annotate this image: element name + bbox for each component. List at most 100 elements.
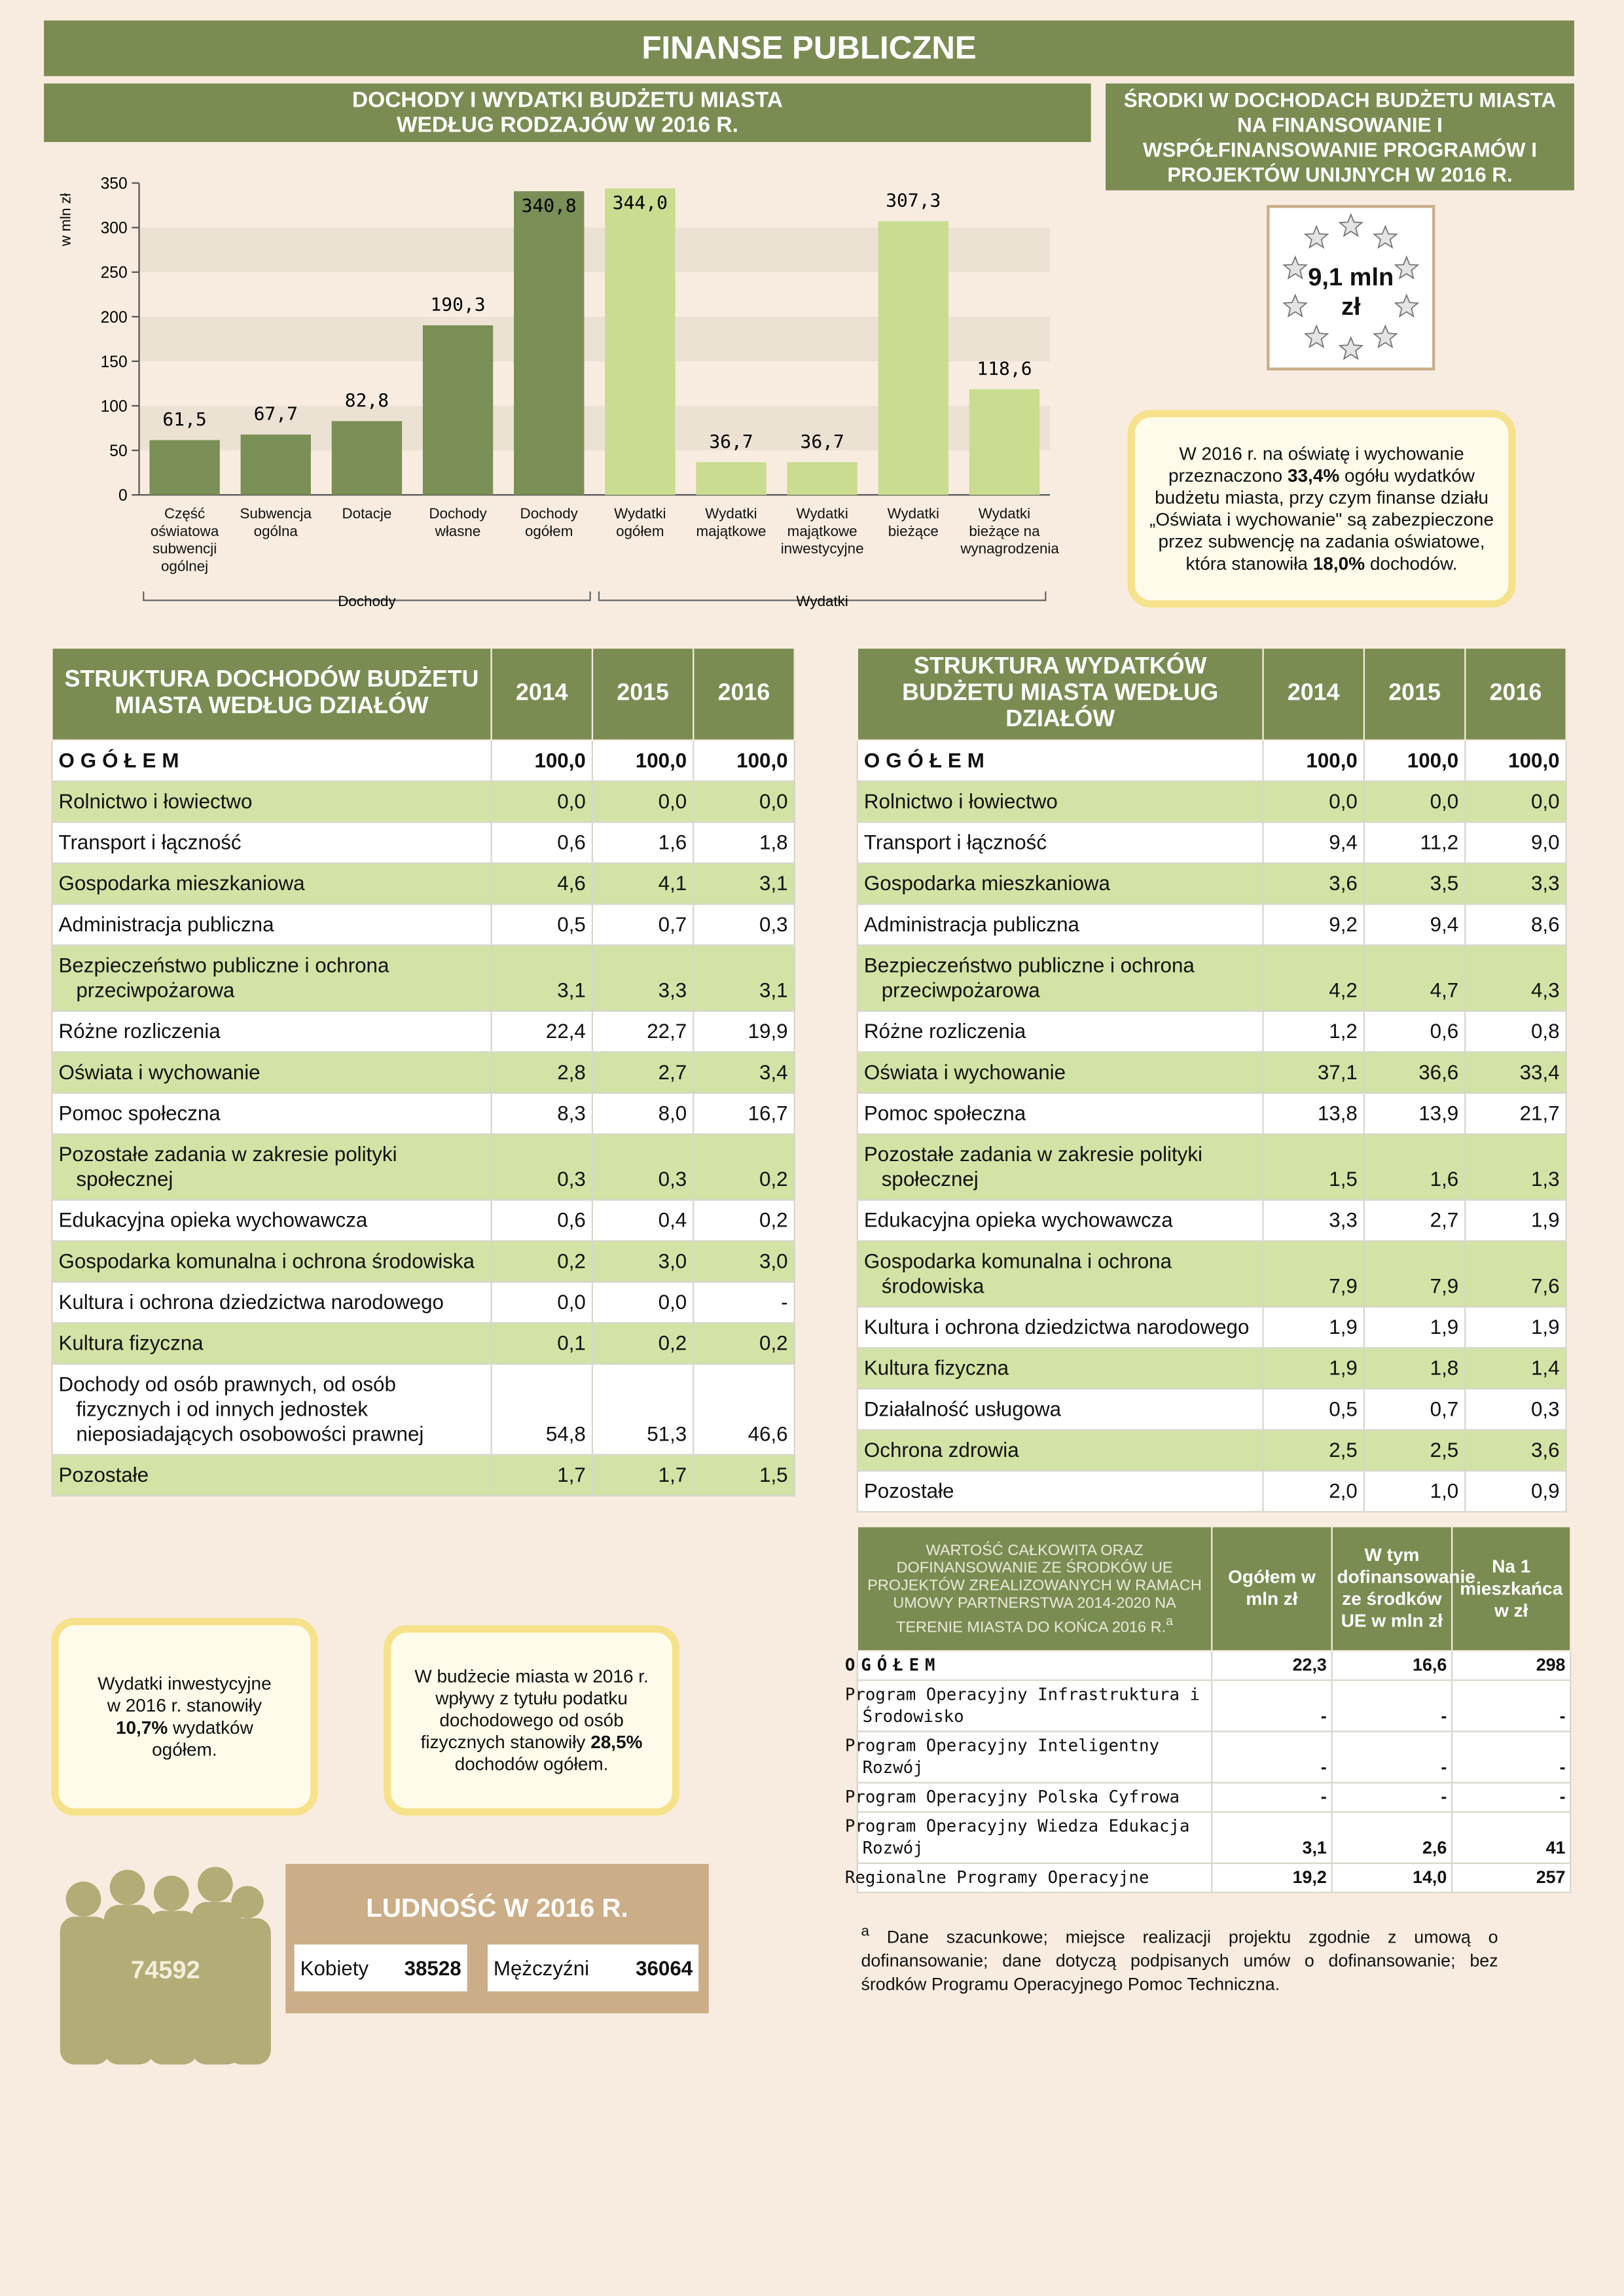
chart-area: 0 50 100 150 200 250 300 350 w mln zł 61,5 67,7 82,… <box>44 147 1098 630</box>
value-label: 344,0 <box>613 192 668 213</box>
table-row: Różne rozliczenia 22,4 22,7 19,9 <box>51 1010 795 1053</box>
value-cell: 3,1 <box>693 862 795 905</box>
star <box>1303 324 1329 349</box>
value-cell: 100,0 <box>591 739 695 782</box>
label-cell: Gospodarka mieszkaniowa <box>856 862 1264 905</box>
table-row: Transport i łączność 9,4 11,2 9,0 <box>856 821 1567 864</box>
table-row: Pomoc społeczna 8,3 8,0 16,7 <box>51 1092 795 1135</box>
label-cell: Różne rozliczenia <box>51 1010 492 1053</box>
callout-text: Wydatki inwestycyjne w 2016 r. stanowiły… <box>94 1673 275 1761</box>
table-row: Regionalne Programy Operacyjne 19,2 14,0 25… <box>845 1862 1572 1893</box>
table-row: Program Operacyjny Polska Cyfrowa - - - <box>845 1782 1572 1813</box>
footnote-mark: a <box>861 1924 869 1941</box>
table-row: Dochody od osób prawnych, od osób fizycz… <box>51 1363 795 1456</box>
population-total: 74592 <box>131 1956 200 1984</box>
value-cell: 8,0 <box>591 1092 695 1135</box>
x-tick-label: Subwencja ogólna <box>240 507 312 541</box>
star <box>1338 213 1364 238</box>
value-cell: 1,9 <box>1363 1306 1466 1349</box>
value-cell: 36,6 <box>1363 1051 1466 1094</box>
value-cell: 0,6 <box>1363 1010 1466 1053</box>
bar <box>969 389 1040 495</box>
bar <box>878 221 949 495</box>
value-cell: 100,0 <box>490 739 594 782</box>
star <box>1282 255 1308 280</box>
value-cell: 3,0 <box>693 1240 795 1283</box>
people-icon: 74592 <box>60 1867 271 2065</box>
value-cell: 1,8 <box>693 821 795 864</box>
y-tick-label: 200 <box>101 309 128 327</box>
value-cell: 11,2 <box>1363 821 1466 864</box>
value-cell: 1,9 <box>1464 1306 1567 1349</box>
x-tick-label: Wydatki bieżące <box>887 507 939 541</box>
label-cell: Pomoc społeczna <box>856 1092 1264 1135</box>
callout-segment: wydatków ogółem. <box>152 1717 253 1759</box>
table-row: Oświata i wychowanie 2,8 2,7 3,4 <box>51 1051 795 1094</box>
value-cell: 0,4 <box>591 1199 695 1242</box>
header-row: WARTOŚĆ CAŁKOWITA ORAZ DOFINANSOWANIE ZE… <box>856 1526 1572 1652</box>
value-cell: 9,2 <box>1262 903 1365 946</box>
table-row: Kultura fizyczna 0,1 0,2 0,2 <box>51 1322 795 1365</box>
header-cell: 2014 <box>1262 647 1365 741</box>
callout-text: W 2016 r. na oświatę i wychowanie przezn… <box>1147 443 1497 575</box>
value-cell: 0,5 <box>1262 1388 1365 1431</box>
table-row: Rolnictwo i łowiectwo 0,0 0,0 0,0 <box>51 780 795 823</box>
header-cell: 2015 <box>1363 647 1466 741</box>
table-row: Bezpieczeństwo publiczne i ochrona przec… <box>51 944 795 1012</box>
value-cell: 2,0 <box>1262 1470 1365 1513</box>
value-cell: 100,0 <box>693 739 795 782</box>
x-tick-label: Dotacje <box>342 507 392 523</box>
x-tick-label: Wydatki majątkowe inwestycyjne <box>780 507 864 558</box>
value-cell: 1,5 <box>1262 1133 1365 1201</box>
group-bracket <box>598 591 1047 601</box>
value-cell: 0,7 <box>591 903 695 946</box>
value-cell: 0,6 <box>490 821 594 864</box>
header-cell: STRUKTURA DOCHODÓW BUDŻETU MIASTA WEDŁUG… <box>51 647 492 741</box>
value-cell: - <box>1211 1782 1333 1813</box>
value-cell: 1,4 <box>1464 1347 1567 1390</box>
eu-funds-title: ŚRODKI W DOCHODACH BUDŻETU MIASTA NA FIN… <box>1106 83 1574 190</box>
value-cell: 0,6 <box>490 1199 594 1242</box>
table-row: OGÓŁEM 100,0 100,0 100,0 <box>51 739 795 782</box>
value-cell: 0,0 <box>1262 780 1365 823</box>
value-cell: - <box>1331 1782 1453 1813</box>
header-note: a <box>1166 1613 1174 1628</box>
value-cell: 3,3 <box>1262 1199 1365 1242</box>
label-cell: Pozostałe zadania w zakresie polityki sp… <box>856 1133 1264 1201</box>
value-cell: - <box>693 1281 795 1324</box>
star <box>1373 324 1398 349</box>
table-row: Gospodarka mieszkaniowa 3,6 3,5 3,3 <box>856 862 1567 905</box>
label-cell: Administracja publiczna <box>51 903 492 946</box>
value-cell: 8,6 <box>1464 903 1567 946</box>
table: STRUKTURA WYDATKÓW BUDŻETU MIASTA WEDŁUG… <box>856 647 1567 1513</box>
header-cell: Na 1 mieszkańca w zł <box>1451 1526 1572 1652</box>
value-cell: 0,3 <box>490 1133 594 1201</box>
label-cell: Kultura i ochrona dziedzictwa narodowego <box>856 1306 1264 1349</box>
women-label: Kobiety <box>300 1956 369 1980</box>
value-cell: 9,4 <box>1363 903 1466 946</box>
women-value: 38528 <box>404 1956 461 1980</box>
value-cell: 1,3 <box>1464 1133 1567 1201</box>
label-cell: Pozostałe <box>856 1470 1264 1513</box>
value-cell: 3,6 <box>1262 862 1365 905</box>
table-row: OGÓŁEM 100,0 100,0 100,0 <box>856 739 1567 782</box>
label-cell: Kultura fizyczna <box>51 1322 492 1365</box>
label-cell: Transport i łączność <box>856 821 1264 864</box>
value-cell: 1,6 <box>1363 1133 1466 1201</box>
group-label: Wydatki <box>796 593 848 609</box>
callout-segment: ogółu wydatków budżetu miasta, przy czym… <box>1149 465 1494 573</box>
callout-text: W budżecie miasta w 2016 r. wpływy z tyt… <box>412 1666 652 1776</box>
label-cell: Edukacyjna opieka wychowawcza <box>51 1199 492 1242</box>
table-row: Administracja publiczna 9,2 9,4 8,6 <box>856 903 1567 946</box>
value-cell: 0,8 <box>1464 1010 1567 1053</box>
label-cell: Administracja publiczna <box>856 903 1264 946</box>
value-cell: 16,7 <box>693 1092 795 1135</box>
label-cell: Edukacyjna opieka wychowawcza <box>856 1199 1264 1242</box>
x-tick-label: Wydatki majątkowe <box>696 507 767 541</box>
group-bracket <box>143 591 591 601</box>
callout: W budżecie miasta w 2016 r. wpływy z tyt… <box>384 1625 680 1816</box>
y-axis-label: w mln zł <box>57 193 73 247</box>
value-cell: 0,0 <box>693 780 795 823</box>
value-cell: 21,7 <box>1464 1092 1567 1135</box>
value-cell: 3,4 <box>693 1051 795 1094</box>
